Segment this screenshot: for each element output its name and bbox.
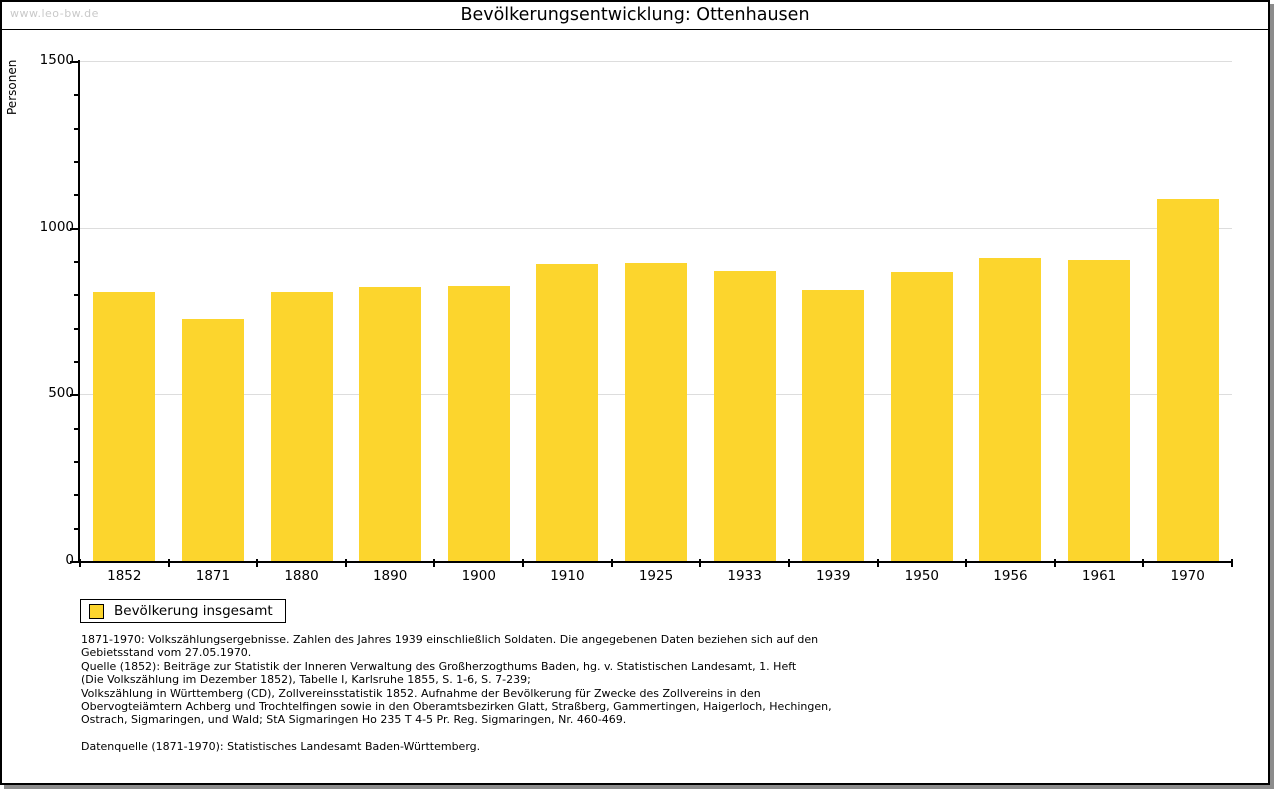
x-tick-6 [610, 559, 613, 567]
x-axis-line [78, 561, 1232, 563]
footnote-line-2: Gebietsstand vom 27.05.1970. [81, 646, 252, 660]
y-tick-1000 [70, 227, 78, 230]
y-tick-500 [70, 394, 78, 397]
y-tick-1500 [70, 61, 78, 63]
x-tick-10 [965, 559, 968, 567]
y-tick-label-500: 500 [48, 385, 74, 402]
bar-1910 [536, 263, 599, 561]
gridline-1000 [80, 227, 1232, 229]
x-label-1933: 1933 [727, 568, 762, 584]
y-tick-800 [74, 294, 78, 297]
x-tick-13 [1231, 559, 1233, 567]
bar-1950 [890, 272, 953, 561]
footnote-line-6: Obervogteiämtern Achberg und Trochtelfin… [81, 700, 832, 714]
y-tick-0 [70, 561, 78, 563]
y-tick-1200 [74, 161, 78, 163]
y-tick-100 [74, 527, 78, 530]
y-tick-200 [74, 494, 78, 497]
y-tick-label-0: 0 [65, 552, 74, 568]
bar-1956 [979, 258, 1042, 561]
x-label-1900: 1900 [461, 568, 496, 584]
x-label-1890: 1890 [372, 568, 408, 584]
bar-1900 [447, 285, 510, 561]
plot-area [78, 60, 1232, 563]
y-tick-1100 [74, 194, 78, 197]
x-label-1970: 1970 [1170, 568, 1205, 584]
y-tick-1300 [74, 127, 78, 130]
y-tick-300 [74, 461, 78, 463]
x-tick-0 [79, 559, 81, 567]
y-tick-900 [74, 261, 78, 263]
y-tick-400 [74, 427, 78, 430]
x-tick-1 [167, 559, 170, 567]
y-tick-label-1500: 1500 [39, 52, 74, 68]
legend: Bevölkerung insgesamt [80, 599, 286, 623]
x-label-1956: 1956 [993, 568, 1028, 584]
y-axis-line [78, 60, 80, 561]
x-label-1939: 1939 [816, 568, 851, 584]
bar-1939 [802, 289, 865, 561]
x-tick-5 [522, 559, 525, 567]
y-tick-600 [74, 361, 78, 363]
x-label-1910: 1910 [550, 568, 585, 584]
x-label-1880: 1880 [284, 568, 319, 584]
bar-1970 [1156, 199, 1219, 561]
bar-1933 [713, 271, 776, 561]
bar-1880 [270, 292, 333, 561]
x-label-1950: 1950 [904, 568, 940, 584]
x-label-1925: 1925 [638, 568, 674, 584]
x-label-1852: 1852 [107, 568, 142, 584]
x-tick-2 [256, 559, 259, 567]
x-tick-4 [433, 559, 436, 567]
bar-1871 [181, 319, 244, 561]
footnotes: 1871-1970: Volkszählungsergebnisse. Zahl… [81, 633, 1221, 753]
footnote-line-1: 1871-1970: Volkszählungsergebnisse. Zahl… [81, 633, 819, 646]
x-tick-12 [1142, 559, 1145, 567]
gridline-1500 [80, 61, 1232, 62]
y-tick-1400 [74, 94, 78, 97]
x-tick-7 [699, 559, 702, 567]
footnote-line-4: (Die Volkszählung im Dezember 1852), Tab… [81, 673, 531, 687]
chart-header: www.leo-bw.de Bevölkerungsentwicklung: O… [2, 2, 1268, 30]
x-tick-9 [876, 559, 879, 567]
bar-1925 [625, 263, 687, 561]
bar-1890 [359, 287, 422, 561]
y-tick-700 [74, 327, 78, 330]
footnote-line-5: Volkszählung in Württemberg (CD), Zollve… [81, 686, 761, 700]
datasource-line: Datenquelle (1871-1970): Statistisches L… [81, 739, 481, 753]
legend-label: Bevölkerung insgesamt [114, 603, 273, 619]
chart-title: Bevölkerungsentwicklung: Ottenhausen [460, 5, 810, 25]
y-tick-label-1000: 1000 [39, 218, 74, 235]
x-tick-11 [1053, 559, 1056, 567]
x-tick-3 [344, 559, 347, 567]
x-label-1961: 1961 [1081, 568, 1117, 584]
footnote-gap [81, 727, 1221, 740]
legend-swatch-icon [89, 603, 104, 619]
footnote-line-7: Ostrach, Sigmaringen, und Wald; StA Sigm… [81, 713, 627, 727]
watermark-text: www.leo-bw.de [10, 7, 99, 20]
footnote-line-3: Quelle (1852): Beiträge zur Statistik de… [81, 659, 797, 673]
x-label-1871: 1871 [195, 568, 231, 584]
x-tick-8 [787, 559, 790, 567]
bar-1852 [93, 291, 156, 561]
bar-1961 [1068, 259, 1131, 561]
